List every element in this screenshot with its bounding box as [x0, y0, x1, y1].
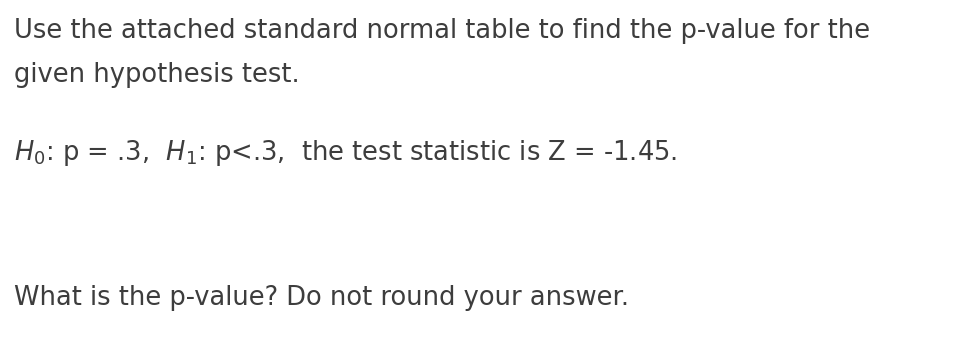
Text: $H_0$: p = .3,  $H_1$: p<.3,  the test statistic is Z = -1.45.: $H_0$: p = .3, $H_1$: p<.3, the test sta… [14, 138, 678, 168]
Text: What is the p-value? Do not round your answer.: What is the p-value? Do not round your a… [14, 285, 629, 311]
Text: given hypothesis test.: given hypothesis test. [14, 62, 300, 88]
Text: Use the attached standard normal table to find the p-value for the: Use the attached standard normal table t… [14, 18, 870, 44]
